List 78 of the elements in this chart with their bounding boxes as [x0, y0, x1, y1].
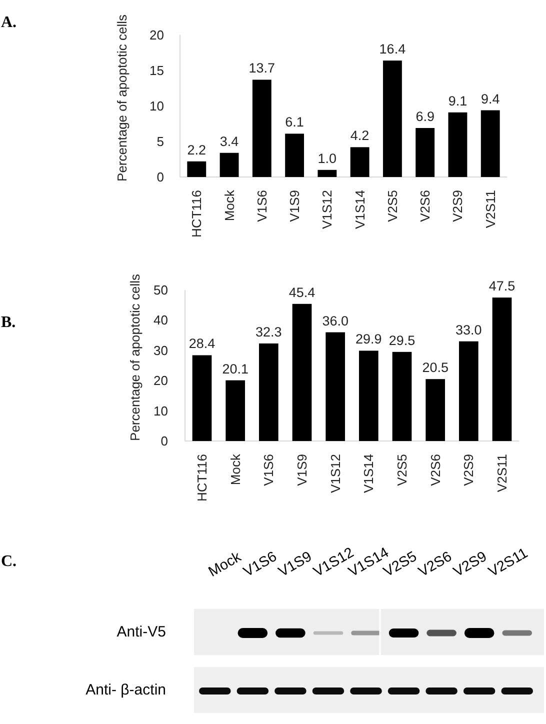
data-label: 29.5 [388, 332, 416, 348]
x-tick-label: V2S5 [394, 454, 410, 486]
x-tick-label: V2S9 [450, 190, 466, 222]
x-tick-label: V1S12 [328, 454, 343, 494]
text: C. [1, 553, 17, 570]
data-label: 9.1 [448, 93, 468, 108]
bar [448, 112, 468, 177]
bar [226, 380, 245, 441]
data-label: 13.7 [248, 60, 276, 76]
y-tick-label: 20 [150, 28, 164, 42]
bar [326, 332, 345, 441]
x-tick-label: V2S5 [384, 190, 400, 222]
x-tick-label: Mock [228, 454, 243, 486]
x-tick-label: V2S6 [418, 190, 433, 222]
data-label: 1.0 [318, 150, 337, 166]
y-tick-label: 0 [156, 170, 164, 184]
data-label: 3.4 [220, 134, 240, 149]
data-label: 32.3 [256, 324, 282, 340]
data-label: 9.4 [480, 91, 500, 106]
data-label: 4.2 [350, 128, 370, 144]
data-label: 29.9 [356, 332, 382, 347]
x-tick-label: V1S9 [294, 454, 310, 486]
bar [459, 341, 478, 441]
data-label: 47.5 [488, 278, 516, 294]
bar [416, 128, 435, 177]
data-label: 2.2 [187, 142, 206, 158]
bar [382, 60, 402, 177]
data-label: 6.9 [416, 109, 434, 124]
y-tick-label: 0 [160, 434, 168, 448]
x-tick-label: V2S11 [482, 190, 498, 228]
x-tick-label: V1S14 [352, 190, 368, 230]
data-label: 45.4 [288, 284, 316, 300]
x-tick-label: V1S6 [254, 190, 270, 222]
y-tick-label: 10 [150, 98, 164, 114]
bar [492, 298, 512, 441]
y-tick-label: 50 [154, 282, 168, 298]
y-axis-title: Percentage of apoptotic cells [128, 274, 142, 441]
bar [220, 152, 239, 177]
y-tick-label: 40 [154, 312, 168, 328]
y-axis-title: Percentage of apoptotic cells [114, 14, 130, 182]
bar [350, 147, 370, 177]
category-label: Anti-V5 [116, 624, 166, 640]
text: B. [1, 314, 16, 331]
data-label: 28.4 [188, 336, 216, 352]
data-label: 33.0 [456, 322, 482, 338]
data-label: 20.1 [222, 361, 248, 376]
x-tick-label: V1S9 [287, 190, 302, 222]
data-label: 6.1 [285, 114, 304, 130]
y-tick-label: 5 [156, 134, 164, 149]
x-tick-label: V2S11 [494, 454, 510, 492]
bar [426, 379, 445, 441]
x-tick-label: V1S6 [261, 454, 276, 486]
bar [480, 110, 500, 177]
x-tick-label: HCT116 [194, 454, 210, 502]
y-tick-label: 10 [154, 403, 168, 418]
bar [252, 80, 272, 177]
text: A. [1, 14, 17, 31]
bar [359, 350, 378, 441]
bar [285, 134, 304, 177]
bar [392, 352, 412, 441]
y-tick-label: 30 [154, 342, 168, 358]
bar [259, 343, 278, 441]
x-tick-label: V2S6 [428, 454, 443, 486]
bar [292, 304, 312, 441]
category-label: Anti- β-actin [86, 682, 166, 698]
bar [192, 355, 212, 441]
bar [187, 161, 206, 177]
x-tick-label: V1S12 [320, 190, 335, 230]
data-label: 20.5 [422, 360, 448, 376]
x-tick-label: HCT116 [189, 190, 204, 238]
y-tick-label: 15 [150, 63, 164, 78]
data-label: 36.0 [322, 313, 348, 328]
x-tick-label: V2S9 [461, 454, 476, 486]
y-tick-label: 20 [154, 373, 168, 388]
x-tick-label: Mock [222, 190, 237, 222]
bar [318, 170, 337, 177]
data-label: 16.4 [379, 42, 406, 57]
x-tick-label: V1S14 [361, 454, 376, 494]
